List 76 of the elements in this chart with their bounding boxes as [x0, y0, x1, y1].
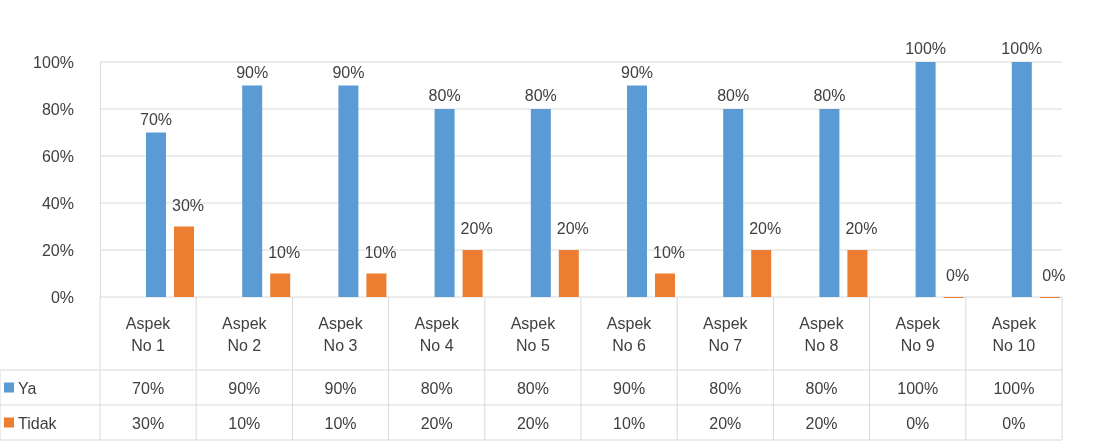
bar	[655, 273, 675, 297]
text: 80%	[428, 87, 461, 104]
data-label: 100%	[897, 379, 939, 397]
data-label: 90%	[324, 379, 357, 397]
bar	[627, 85, 647, 297]
text: 80%	[524, 87, 557, 104]
y-tick-label: 0%	[50, 288, 74, 306]
bar	[558, 250, 579, 297]
data-label: 20%	[805, 414, 838, 432]
text: 80%	[717, 87, 750, 104]
y-tick-label: 60%	[41, 147, 74, 165]
x-tick-label: Aspek No 3	[318, 315, 364, 354]
text: 20%	[749, 220, 782, 237]
data-label: 0%	[906, 414, 930, 432]
text: 100%	[905, 40, 947, 57]
text: 10%	[652, 243, 686, 261]
data-label: 0%	[1002, 414, 1026, 432]
bar	[1011, 62, 1032, 297]
data-label: 80%	[420, 379, 453, 397]
bar	[819, 109, 840, 297]
data-label: 70%	[132, 379, 165, 397]
text: 10%	[268, 243, 301, 261]
x-tick-label: Aspek No 8	[799, 315, 845, 354]
text: 90%	[236, 63, 269, 81]
x-tick-label: Aspek No 7	[703, 315, 749, 354]
data-label: 30%	[132, 414, 165, 432]
data-label: 10%	[228, 414, 261, 432]
text: 10%	[364, 243, 397, 261]
data-label: 10%	[324, 414, 357, 432]
y-tick-label: 80%	[41, 100, 74, 118]
legend-label: Ya	[18, 379, 37, 397]
bar	[146, 132, 166, 297]
text: 30%	[171, 196, 205, 214]
bar	[366, 273, 387, 297]
text: 0%	[946, 267, 970, 284]
text: 0%	[1042, 267, 1066, 284]
text: 20%	[845, 220, 878, 237]
data-label: 20%	[420, 414, 453, 432]
bar	[915, 62, 936, 297]
text: 90%	[620, 63, 654, 81]
x-tick-label: Aspek No 1	[125, 315, 172, 354]
y-tick-label: 40%	[41, 194, 74, 212]
x-tick-label: Aspek No 4	[414, 315, 460, 354]
x-tick-label: Aspek No 10	[991, 315, 1038, 354]
text: 80%	[813, 87, 846, 104]
bar	[338, 85, 359, 297]
x-tick-label: Aspek No 2	[222, 315, 268, 354]
text: 90%	[332, 63, 365, 81]
data-label: 80%	[516, 379, 549, 397]
legend-label: Tidak	[18, 414, 58, 432]
data-label: 80%	[805, 379, 838, 397]
text: 20%	[460, 220, 493, 237]
bar	[270, 273, 291, 297]
bar	[751, 250, 772, 297]
bar	[242, 85, 263, 297]
text: 20%	[556, 220, 589, 237]
data-label: 90%	[613, 379, 646, 397]
data-label: 10%	[613, 414, 646, 432]
x-tick-label: Aspek No 9	[895, 315, 941, 354]
x-tick-label: Aspek No 5	[510, 315, 557, 354]
bar	[462, 250, 483, 297]
bar	[434, 109, 455, 297]
data-label: 20%	[516, 414, 549, 432]
bar	[174, 226, 194, 297]
bar	[723, 109, 744, 297]
data-label: 80%	[709, 379, 742, 397]
x-tick-label: Aspek No 6	[606, 315, 653, 354]
bar	[530, 109, 551, 297]
data-label: 100%	[993, 379, 1035, 397]
bar	[847, 250, 868, 297]
data-label: 20%	[709, 414, 742, 432]
y-tick-label: 20%	[41, 241, 74, 259]
data-label: 90%	[228, 379, 261, 397]
y-tick-label: 100%	[33, 53, 74, 71]
text: 70%	[139, 110, 173, 128]
text: 100%	[1001, 40, 1043, 57]
